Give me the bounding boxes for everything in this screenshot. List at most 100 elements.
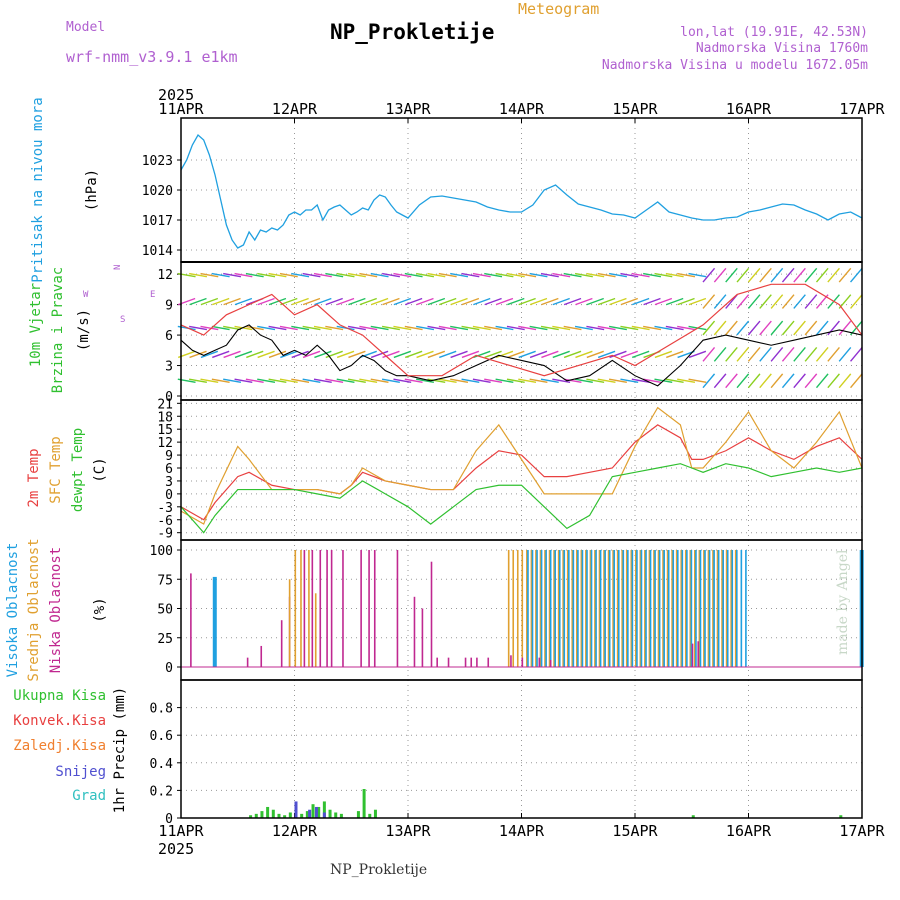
y-tick-label: 6	[165, 462, 173, 477]
precip-bar	[368, 813, 372, 818]
precip-bar	[311, 804, 315, 818]
wind-arrow	[200, 378, 219, 384]
wind-arrow	[770, 294, 784, 309]
cloud-bar	[538, 657, 541, 667]
wind-arrow	[450, 272, 469, 278]
wind-arrow	[804, 373, 818, 389]
wind-arrow	[279, 272, 298, 278]
wind-arrow	[291, 378, 310, 384]
wind-arrow	[370, 297, 389, 306]
cloud-band-bar	[530, 550, 533, 667]
cloud-band-bar	[736, 550, 738, 667]
cloud-band-bar	[699, 550, 702, 667]
cloud-bar	[464, 657, 467, 667]
wind-arrow	[781, 373, 795, 389]
wind-arrow	[507, 297, 525, 306]
wind-arrow	[472, 325, 491, 331]
cloud-band-bar	[536, 550, 538, 667]
wind-arrow	[246, 350, 264, 359]
wind-arrow	[336, 297, 355, 306]
wind-arrow	[359, 350, 377, 359]
y-tick-label: 0.2	[150, 784, 173, 799]
pressure-unit-label: (hPa)	[84, 169, 100, 211]
cloud-band-bar	[657, 550, 660, 667]
wind-arrow	[552, 325, 571, 331]
wind-arrow	[359, 297, 377, 306]
wind-arrow	[770, 347, 784, 362]
wind-arrow	[620, 272, 639, 278]
precip-bar	[288, 812, 292, 818]
wind-arrow	[631, 350, 650, 359]
wind-arrow	[393, 350, 412, 359]
y-tick-label: 0	[165, 812, 173, 827]
wind-arrow	[781, 294, 795, 309]
wind-arrow	[291, 325, 310, 331]
wind-arrow	[393, 297, 412, 306]
cloud-band-bar	[636, 550, 638, 667]
wind-arrow	[484, 325, 503, 331]
wind-arrow	[507, 350, 525, 359]
wind-arrow	[473, 297, 491, 306]
wind-arrow	[427, 325, 446, 331]
location-coordinates: lon,lat (19.91E, 42.53N)	[680, 25, 868, 40]
wind-arrow	[336, 272, 355, 278]
cloud-band-bar	[662, 550, 664, 667]
wind-arrow	[688, 272, 707, 278]
precip-bar	[254, 813, 258, 818]
wind-arrow	[416, 350, 434, 359]
wind-arrow	[245, 272, 264, 278]
wind-arrow	[804, 320, 818, 336]
wind-arrow	[759, 320, 772, 336]
wind-arrow	[586, 325, 605, 331]
cloud-band-bar	[689, 550, 692, 667]
y-tick-label: 3	[165, 475, 173, 490]
cloud-bar	[521, 657, 524, 667]
low-cloud-label: Niska Oblacnost	[48, 547, 64, 673]
wind-arrow	[770, 373, 784, 389]
wind-arrow	[759, 267, 772, 283]
cloud-band-bar	[654, 550, 656, 667]
wind-arrow	[665, 272, 684, 278]
wind-arrow	[781, 267, 795, 283]
cloud-band-bar	[745, 550, 747, 667]
wind-arrow	[314, 350, 332, 359]
wind-arrow	[815, 320, 829, 336]
y-tick-label: 21	[157, 397, 173, 412]
y-tick-label: 0	[165, 661, 173, 676]
precip-bar	[314, 806, 318, 818]
cloud-bar	[549, 659, 552, 667]
cloud-bar	[697, 641, 700, 667]
y-tick-label: 1023	[142, 154, 173, 169]
wind-arrow	[609, 350, 627, 359]
wind-arrow	[302, 378, 321, 384]
cloud-band-bar	[703, 550, 705, 667]
cloud-band-bar	[649, 550, 652, 667]
wind-arrow	[212, 297, 230, 306]
wind-arrow	[416, 272, 435, 278]
wind-arrow	[620, 378, 639, 384]
wind-arrow	[495, 378, 514, 384]
date-label-bottom: 15APR	[612, 822, 658, 840]
wind-arrow	[484, 378, 503, 384]
wind-arrow	[850, 267, 863, 283]
wind-arrow	[552, 350, 570, 359]
cloud-band-bar	[594, 550, 596, 667]
cloud-band-bar	[607, 550, 610, 667]
y-tick-label: 0.8	[150, 702, 173, 717]
model-label: Model	[66, 20, 106, 35]
date-label-bottom: 13APR	[385, 822, 431, 840]
wind-arrow	[563, 325, 582, 331]
cloud-band-bar	[666, 550, 669, 667]
cloud-bar	[691, 643, 694, 667]
cloud-band-bar	[512, 550, 515, 667]
wind-arrow	[291, 272, 310, 278]
cloud-band-bar	[635, 550, 637, 667]
cloud-bar	[260, 645, 263, 667]
cloud-band-bar	[526, 550, 528, 667]
wind-arrow	[245, 378, 264, 384]
y-tick-label: 0.4	[150, 757, 174, 772]
wind-arrow	[359, 272, 378, 278]
cloud-band-bar	[625, 550, 628, 667]
wind-arrow	[597, 297, 616, 306]
wind-arrow	[302, 350, 321, 359]
